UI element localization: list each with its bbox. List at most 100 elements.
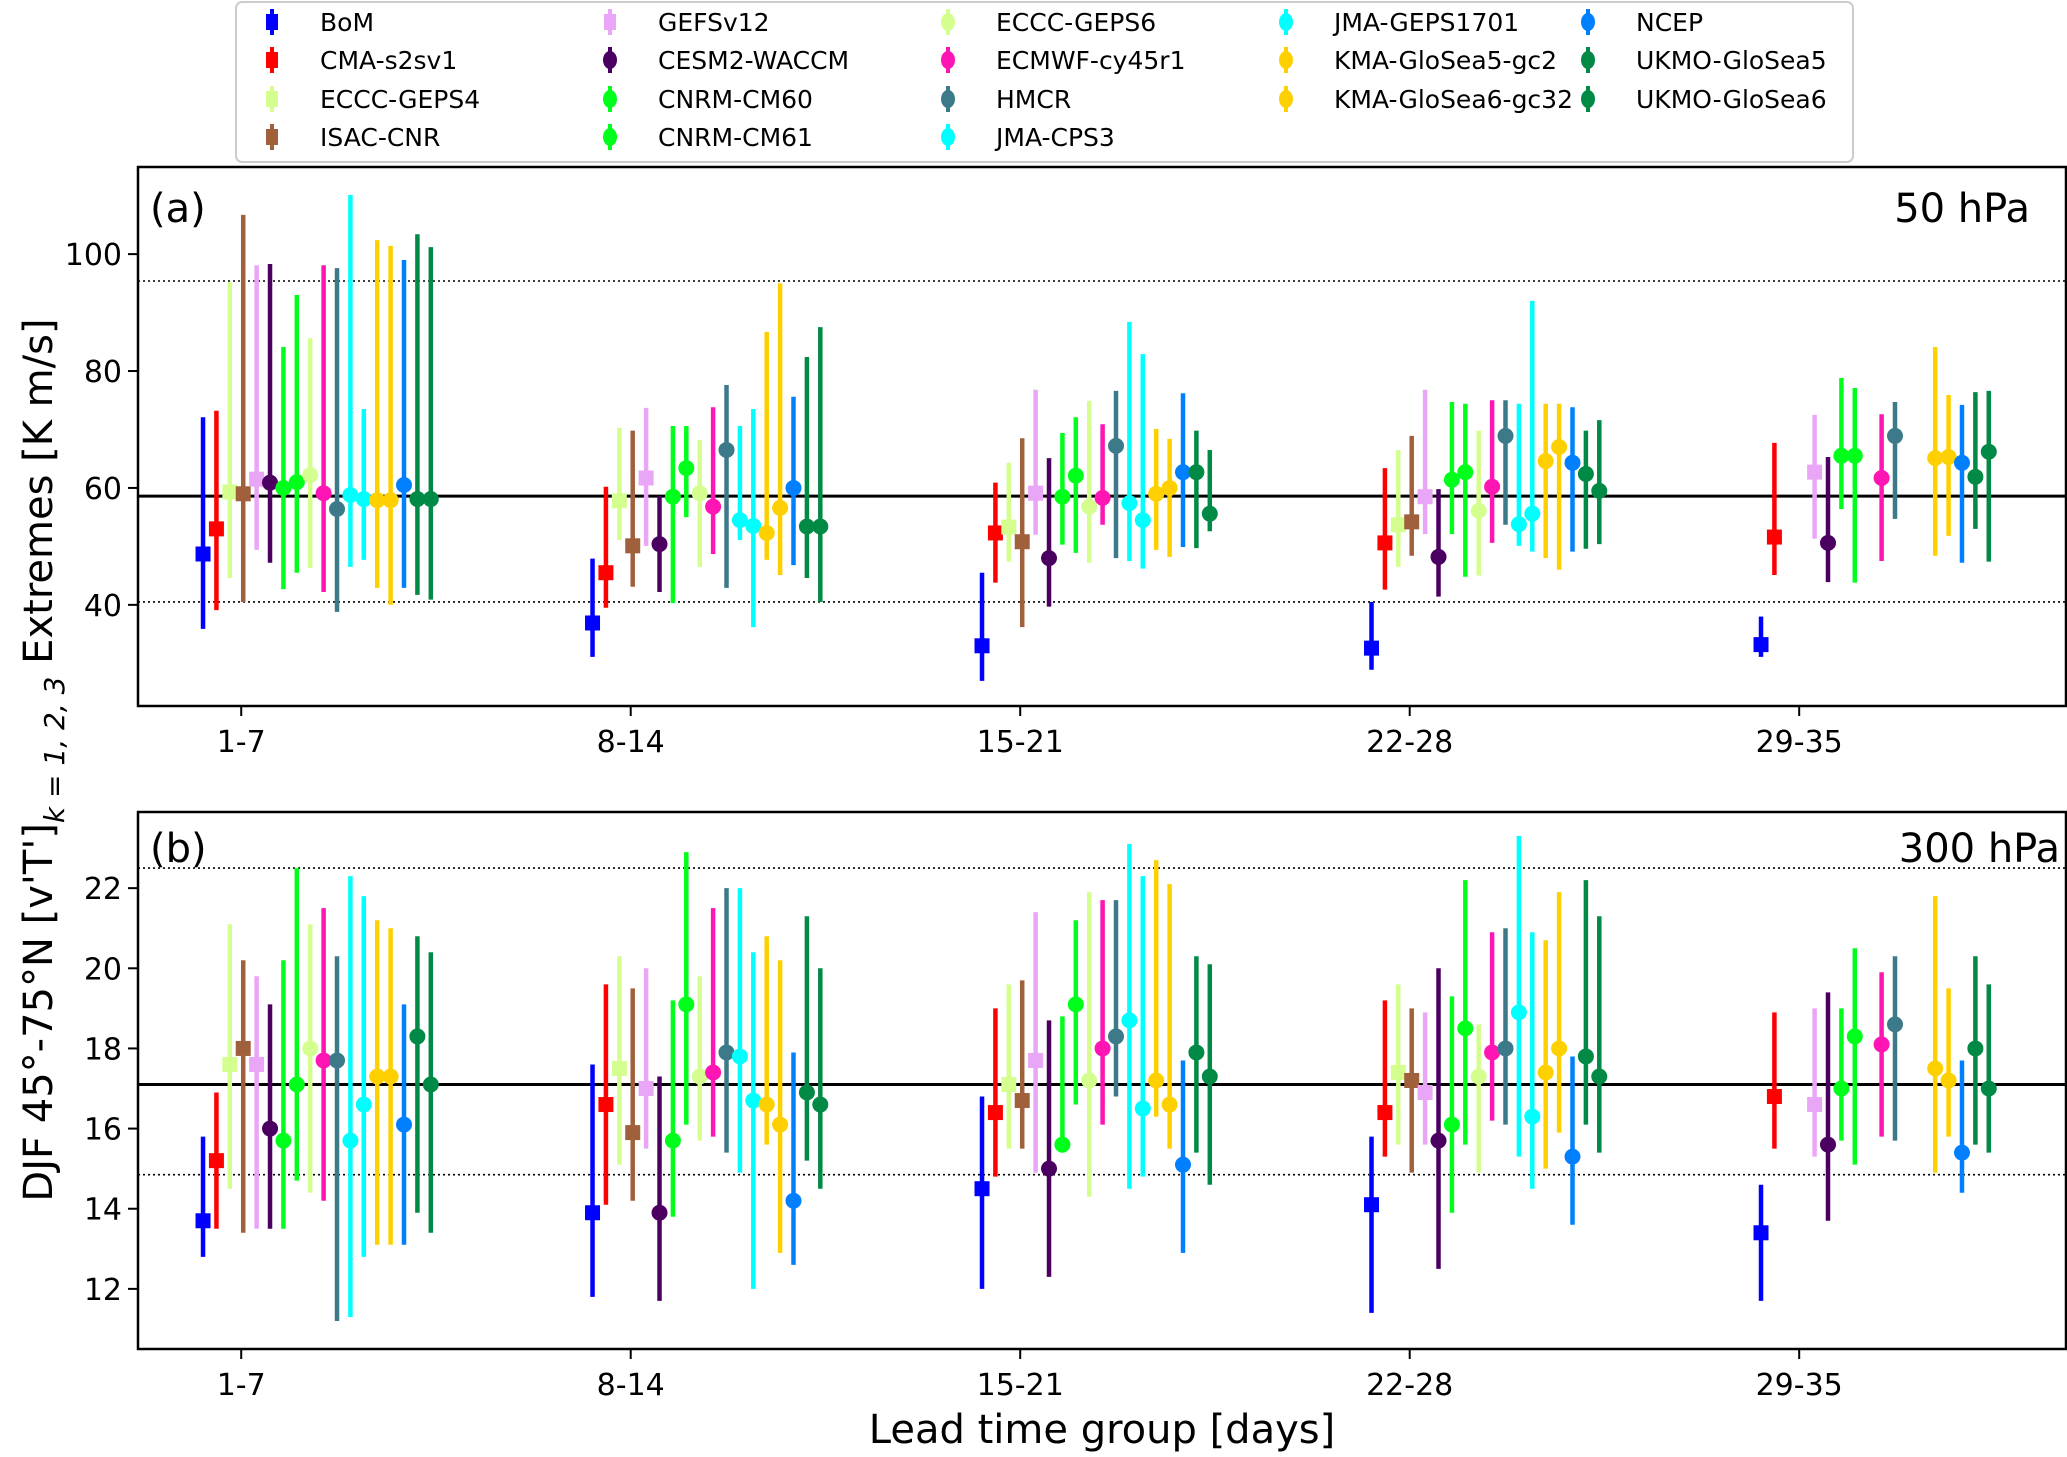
legend-square-marker-icon [266, 14, 278, 30]
legend-label: CESM2-WACCM [658, 46, 849, 75]
mean-marker-circle [785, 479, 802, 496]
mean-marker-circle [1067, 467, 1084, 484]
series-isac-cnr [235, 214, 1420, 628]
mean-marker-circle [1940, 1072, 1957, 1089]
mean-marker-circle [1510, 516, 1527, 533]
mean-marker-circle [1148, 485, 1165, 502]
mean-marker-circle [369, 1068, 386, 1085]
series-kma-glosea6-gc32 [382, 245, 1957, 605]
mean-marker-square [611, 493, 627, 509]
mean-marker-square [1001, 1077, 1017, 1093]
mean-marker-square [1028, 1052, 1044, 1068]
legend-label: CNRM-CM61 [658, 123, 813, 152]
series-bom [195, 1064, 1769, 1313]
mean-marker-circle [1443, 471, 1460, 488]
mean-marker-circle [422, 491, 439, 508]
svg-text:DJF 45°-75°N [v'T']k = 1, 2,: DJF 45°-75°N [v'T']k = 1, 2, 3 Extremes … [16, 318, 71, 1201]
series-kma-glosea5-gc2 [369, 240, 1944, 588]
mean-marker-square [638, 470, 654, 486]
y-tick-label: 40 [84, 589, 122, 624]
mean-marker-square [1377, 1105, 1393, 1121]
mean-marker-circle [1134, 512, 1151, 529]
mean-marker-circle [1551, 439, 1568, 456]
series-hmcr [329, 888, 1903, 1321]
legend-label: CNRM-CM60 [658, 85, 813, 114]
series-isac-cnr [235, 960, 1420, 1233]
mean-marker-square [249, 471, 265, 487]
mean-marker-circle [329, 500, 346, 517]
y-tick-label: 14 [84, 1193, 122, 1228]
x-tick-label: 1-7 [217, 1368, 266, 1403]
mean-marker-square [222, 484, 238, 500]
legend-label: HMCR [996, 85, 1071, 114]
mean-marker-square [585, 615, 601, 631]
legend-item: KMA-GloSea5-gc2 [1279, 46, 1557, 75]
legend-item: UKMO-GloSea6 [1581, 85, 1827, 114]
legend-item: CNRM-CM60 [603, 85, 813, 114]
mean-marker-circle [691, 1068, 708, 1085]
x-tick-label: 29-35 [1756, 725, 1843, 760]
mean-marker-circle [1564, 454, 1581, 471]
panel-a-tag: (a) [150, 186, 206, 232]
mean-marker-square [1390, 517, 1406, 533]
mean-marker-square [1417, 1085, 1433, 1101]
x-tick-label: 15-21 [977, 1368, 1064, 1403]
legend-square-marker-icon [266, 91, 278, 107]
legend-label: ECCC-GEPS6 [996, 8, 1156, 37]
mean-marker-circle [1980, 1080, 1997, 1097]
mean-marker-square [1390, 1064, 1406, 1080]
series-jma-cps3 [342, 836, 1527, 1317]
mean-marker-circle [678, 996, 695, 1013]
legend-label: KMA-GloSea5-gc2 [1334, 46, 1557, 75]
mean-marker-circle [1967, 468, 1984, 485]
mean-marker-square [1404, 514, 1420, 530]
mean-marker-circle [1564, 1148, 1581, 1165]
mean-marker-circle [1134, 1100, 1151, 1117]
mean-marker-circle [288, 474, 305, 491]
mean-marker-circle [1967, 1040, 1984, 1057]
legend-item: NCEP [1581, 8, 1703, 37]
mean-marker-circle [705, 498, 722, 515]
y-axis-label-top: Extremes [K m/s] [16, 318, 62, 663]
mean-marker-circle [1041, 1160, 1058, 1177]
series-ncep [396, 259, 1970, 588]
y-tick-label: 22 [84, 872, 122, 907]
y-tick-label: 18 [84, 1032, 122, 1067]
mean-marker-circle [812, 1096, 829, 1113]
mean-marker-circle [1161, 479, 1178, 496]
panel-b-level: 300 hPa [1899, 826, 2060, 872]
series-bom [195, 417, 1769, 681]
mean-marker-circle [1457, 1020, 1474, 1037]
panel-a-level: 50 hPa [1894, 186, 2030, 232]
mean-marker-square [987, 525, 1003, 541]
mean-marker-circle [812, 518, 829, 535]
legend-square-marker-icon [266, 52, 278, 68]
legend-circle-marker-icon [1279, 90, 1293, 108]
legend-item: ISAC-CNR [266, 123, 440, 152]
legend-item: HMCR [941, 85, 1071, 114]
mean-marker-circle [1484, 1044, 1501, 1061]
mean-marker-circle [1953, 454, 1970, 471]
mean-marker-circle [1161, 1096, 1178, 1113]
mean-marker-circle [1484, 478, 1501, 495]
legend: BoM CMA-s2sv1 ECCC-GEPS4 ISAC-CNR GEFSv12 CES… [235, 1, 1854, 163]
legend-square-marker-icon [604, 14, 616, 30]
series-cnrm-cm60 [275, 960, 1850, 1229]
mean-marker-circle [396, 1116, 413, 1133]
mean-marker-circle [302, 1040, 319, 1057]
mean-marker-circle [1846, 1028, 1863, 1045]
mean-marker-circle [1497, 427, 1514, 444]
y-tick-label: 100 [65, 238, 122, 273]
mean-marker-circle [1510, 1004, 1527, 1021]
x-tick-label: 22-28 [1366, 725, 1453, 760]
y-tick-label: 60 [84, 472, 122, 507]
legend-circle-marker-icon [1581, 13, 1595, 31]
mean-marker-square [249, 1056, 265, 1072]
mean-marker-circle [772, 1116, 789, 1133]
y-axis-label-subscript: k = 1, 2, 3 [38, 677, 71, 824]
panel-a-frame [136, 165, 2067, 708]
mean-marker-circle [1873, 1036, 1890, 1053]
mean-marker-circle [1537, 1064, 1554, 1081]
mean-marker-square [1766, 529, 1782, 545]
